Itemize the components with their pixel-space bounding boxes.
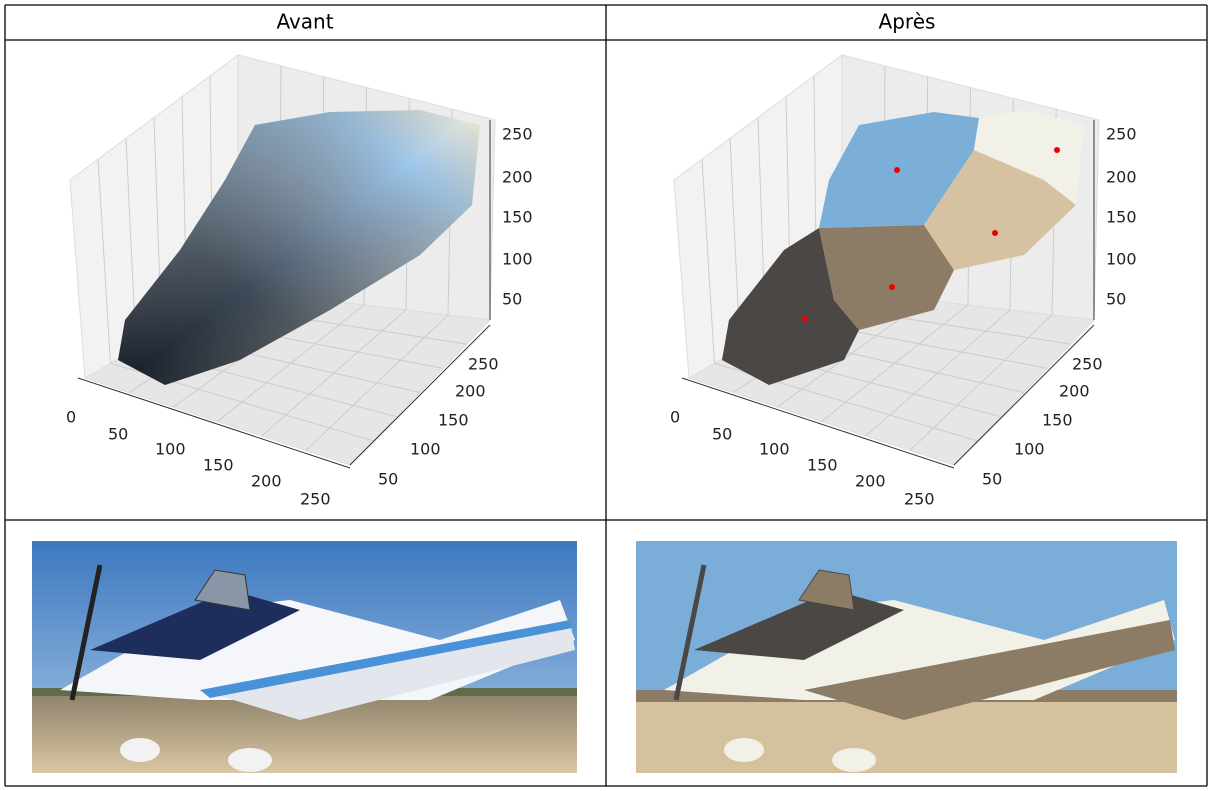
axis-line <box>349 324 491 466</box>
cluster-dark <box>722 228 859 385</box>
x-tick-label: 150 <box>807 456 838 475</box>
z-tick-label: 50 <box>502 290 522 309</box>
centroid <box>992 230 998 236</box>
z-tick-label: 50 <box>1106 290 1126 309</box>
y-tick-label: 200 <box>1059 382 1090 401</box>
x-tick-label: 50 <box>712 425 732 444</box>
scatter-3d: 250 200 150 100 50 250 200 150 100 50 0 50 100 150 200… <box>66 54 533 509</box>
cluster-white <box>974 110 1084 205</box>
grid-line <box>701 159 715 364</box>
z-tick-label: 250 <box>1106 125 1137 144</box>
y-tick-label: 150 <box>1042 411 1073 430</box>
y-tick-label: 100 <box>410 440 441 459</box>
y-tick-label: 50 <box>378 470 398 489</box>
photo-after <box>636 541 1177 773</box>
z-tick-label: 100 <box>1106 250 1137 269</box>
grid-line <box>97 159 111 364</box>
axis-line <box>953 324 1095 466</box>
scatter-3d: 250 200 150 100 50 250 200 150 100 50 0 50 100 150 200… <box>670 54 1137 509</box>
x-tick-label: 0 <box>66 408 76 427</box>
point-cloud <box>118 110 480 385</box>
x-tick-label: 250 <box>300 490 331 509</box>
x-tick-label: 0 <box>670 408 680 427</box>
x-tick-label: 200 <box>855 472 886 491</box>
x-tick-label: 100 <box>155 440 186 459</box>
header-before: Avant <box>276 10 333 34</box>
x-tick-label: 100 <box>759 440 790 459</box>
centroid <box>802 316 808 322</box>
axis-line <box>681 377 955 469</box>
y-tick-label: 250 <box>1072 355 1103 374</box>
header-after: Après <box>879 10 936 34</box>
z-tick-label: 250 <box>502 125 533 144</box>
z-tick-label: 150 <box>1106 208 1137 227</box>
table-grid <box>4 4 1208 787</box>
z-tick-label: 150 <box>502 208 533 227</box>
x-tick-label: 250 <box>904 490 935 509</box>
y-tick-label: 150 <box>438 411 469 430</box>
x-tick-label: 200 <box>251 472 282 491</box>
y-tick-label: 100 <box>1014 440 1045 459</box>
z-tick-label: 200 <box>502 168 533 187</box>
centroid <box>889 284 895 290</box>
x-tick-label: 50 <box>108 425 128 444</box>
y-tick-label: 200 <box>455 382 486 401</box>
cluster-brown <box>819 225 954 330</box>
z-tick-label: 200 <box>1106 168 1137 187</box>
z-tick-label: 100 <box>502 250 533 269</box>
centroid <box>894 167 900 173</box>
y-tick-label: 250 <box>468 355 499 374</box>
y-tick-label: 50 <box>982 470 1002 489</box>
axis-line <box>77 377 351 469</box>
cluster-beige <box>924 150 1076 270</box>
centroid <box>1054 147 1060 153</box>
x-tick-label: 150 <box>203 456 234 475</box>
photo-before <box>32 541 577 773</box>
